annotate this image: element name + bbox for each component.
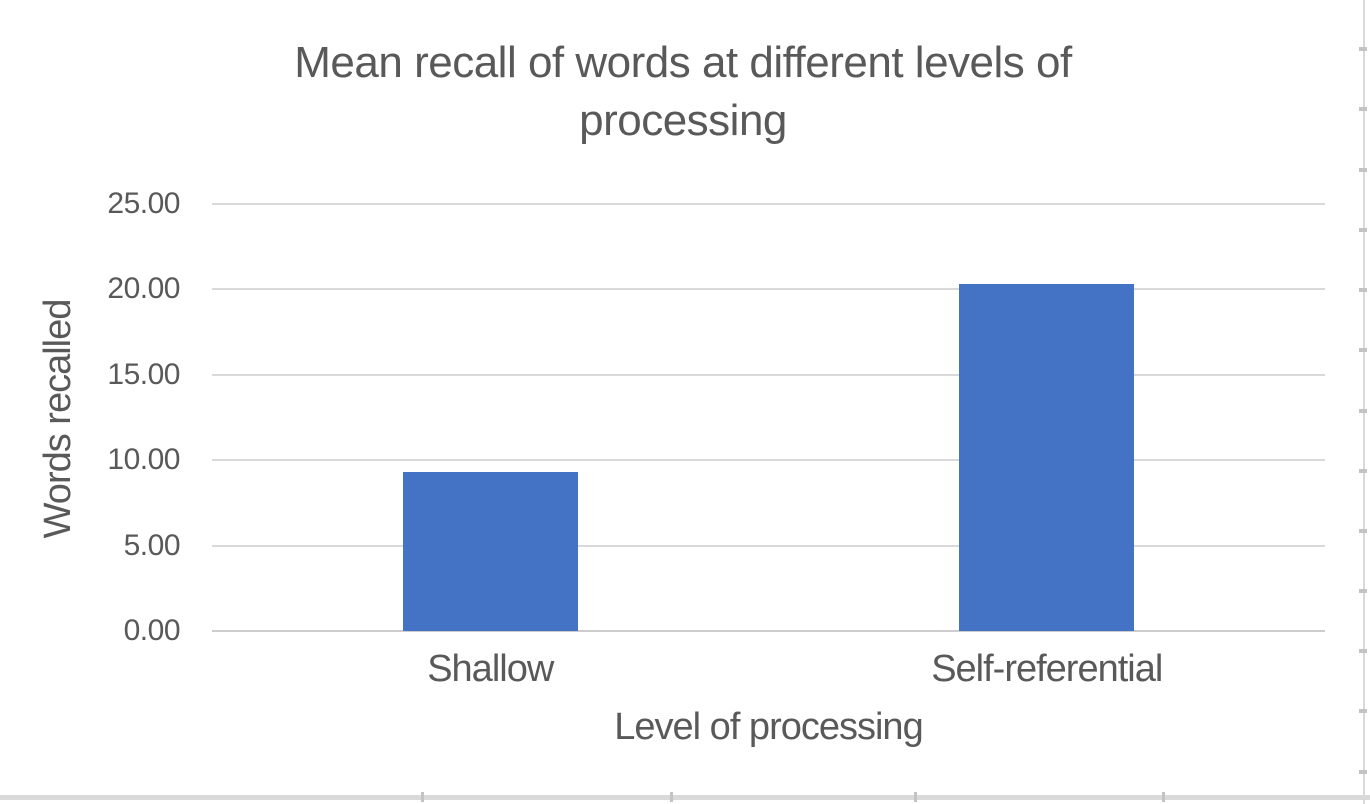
category-label: Self-referential bbox=[931, 648, 1163, 690]
chart-title: Mean recall of words at different levels… bbox=[0, 34, 1366, 150]
worksheet-column-tick bbox=[421, 792, 424, 802]
gridline bbox=[212, 288, 1325, 291]
y-tick-label: 5.00 bbox=[123, 528, 181, 562]
y-tick-label: 0.00 bbox=[123, 614, 181, 647]
worksheet-row-tick bbox=[1359, 288, 1367, 292]
worksheet-row-tick bbox=[1359, 770, 1367, 774]
chart-title-text: Mean recall of words at different levels… bbox=[294, 38, 1072, 145]
worksheet-row-tick bbox=[1359, 348, 1367, 352]
category-label: Shallow bbox=[427, 648, 554, 690]
gridline bbox=[212, 544, 1325, 547]
worksheet-row-tick bbox=[1359, 649, 1367, 653]
y-tick-label: 15.00 bbox=[107, 357, 180, 391]
worksheet-gridline-bottom bbox=[0, 795, 1370, 800]
worksheet-row-tick bbox=[1359, 529, 1367, 533]
gridline bbox=[212, 203, 1325, 205]
worksheet-column-tick bbox=[1162, 792, 1165, 802]
worksheet-column-tick bbox=[670, 792, 673, 802]
worksheet-row-tick bbox=[1359, 589, 1367, 593]
worksheet-row-tick bbox=[1359, 409, 1367, 413]
plot-area bbox=[212, 203, 1325, 632]
worksheet-row-tick bbox=[1359, 469, 1367, 473]
x-axis-title: Level of processing bbox=[614, 706, 923, 748]
y-tick-label: 10.00 bbox=[107, 443, 180, 477]
bar-self-referential bbox=[959, 284, 1135, 631]
worksheet-row-tick bbox=[1359, 168, 1367, 172]
gridline bbox=[212, 373, 1325, 376]
y-tick-label: 25.00 bbox=[107, 187, 180, 220]
worksheet-row-tick bbox=[1359, 228, 1367, 232]
y-tick-label: 20.00 bbox=[107, 272, 180, 306]
y-axis-title: Words recalled bbox=[37, 299, 79, 539]
worksheet-gridline-right bbox=[1363, 0, 1365, 804]
worksheet-row-tick bbox=[1359, 107, 1367, 111]
worksheet-column-tick bbox=[914, 792, 917, 802]
gridline bbox=[212, 459, 1325, 462]
worksheet-row-tick bbox=[1359, 47, 1367, 51]
bar-shallow bbox=[402, 472, 578, 631]
worksheet-row-tick bbox=[1359, 709, 1367, 713]
x-axis-line bbox=[212, 630, 1325, 632]
